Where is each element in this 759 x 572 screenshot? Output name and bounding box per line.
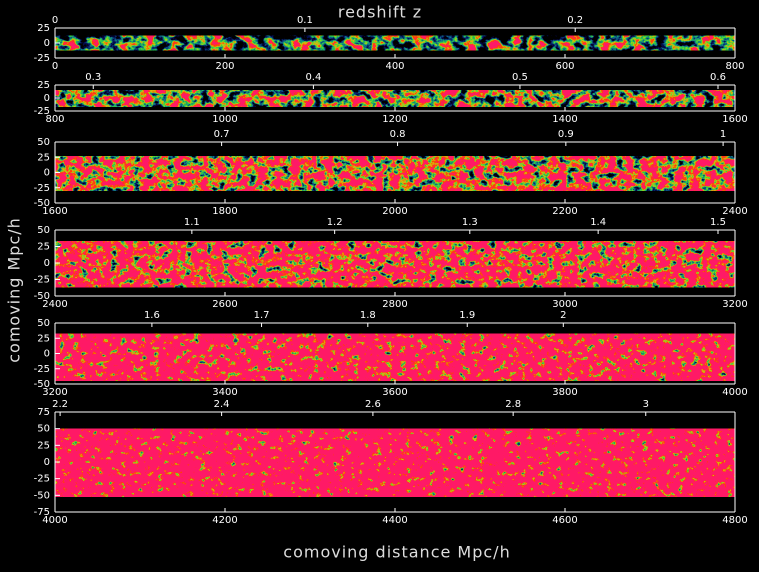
y-tick-label: -25 bbox=[34, 106, 50, 117]
density-field bbox=[55, 90, 735, 107]
y-tick-label: 75 bbox=[37, 407, 50, 418]
x-axis-title: comoving distance Mpc/h bbox=[283, 543, 510, 562]
redshift-tick-label: 1.6 bbox=[144, 310, 160, 321]
x-tick-label: 2200 bbox=[552, 206, 577, 217]
x-tick-label: 200 bbox=[215, 61, 234, 72]
y-tick-label: -50 bbox=[34, 291, 50, 302]
redshift-tick-label: 3 bbox=[643, 399, 649, 410]
density-field bbox=[55, 333, 735, 381]
y-tick-label: 25 bbox=[37, 333, 50, 344]
y-tick-label: 0 bbox=[44, 258, 50, 269]
redshift-tick-label: 1.7 bbox=[254, 310, 270, 321]
y-tick-label: 0 bbox=[44, 168, 50, 179]
y-tick-label: -25 bbox=[34, 474, 50, 485]
y-tick-label: -25 bbox=[34, 364, 50, 375]
x-tick-label: 4000 bbox=[42, 515, 67, 526]
x-tick-label: 1800 bbox=[212, 206, 237, 217]
x-tick-label: 2400 bbox=[42, 299, 67, 310]
redshift-tick-label: 1.3 bbox=[462, 217, 478, 228]
redshift-tick-label: 0.7 bbox=[214, 129, 230, 140]
redshift-tick-label: 1.1 bbox=[184, 217, 200, 228]
x-tick-label: 3800 bbox=[552, 387, 577, 398]
density-field bbox=[55, 156, 735, 191]
x-tick-label: 2800 bbox=[382, 299, 407, 310]
y-tick-label: -50 bbox=[34, 198, 50, 209]
redshift-tick-label: 0.3 bbox=[85, 72, 101, 83]
redshift-tick-label: 1 bbox=[720, 129, 726, 140]
x-tick-label: 800 bbox=[45, 114, 64, 125]
y-tick-label: 0 bbox=[44, 93, 50, 104]
x-tick-label: 3200 bbox=[722, 299, 747, 310]
y-tick-label: 50 bbox=[37, 318, 50, 329]
top-axis-title: redshift z bbox=[338, 3, 422, 22]
y-tick-label: 50 bbox=[37, 137, 50, 148]
x-tick-label: 2600 bbox=[212, 299, 237, 310]
x-tick-label: 1400 bbox=[552, 114, 577, 125]
redshift-tick-label: 2.6 bbox=[365, 399, 381, 410]
x-tick-label: 4600 bbox=[552, 515, 577, 526]
x-tick-label: 4800 bbox=[722, 515, 747, 526]
redshift-tick-label: 0.5 bbox=[512, 72, 528, 83]
density-field bbox=[55, 241, 735, 288]
y-tick-label: 25 bbox=[37, 440, 50, 451]
redshift-tick-label: 2 bbox=[560, 310, 566, 321]
y-tick-label: -25 bbox=[34, 275, 50, 286]
y-tick-label: 25 bbox=[37, 152, 50, 163]
redshift-tick-label: 0.9 bbox=[558, 129, 574, 140]
y-tick-label: 50 bbox=[37, 225, 50, 236]
x-tick-label: 1600 bbox=[42, 206, 67, 217]
redshift-tick-label: 0.2 bbox=[567, 15, 583, 26]
redshift-tick-label: 1.8 bbox=[360, 310, 376, 321]
y-tick-label: 0 bbox=[44, 457, 50, 468]
y-tick-label: 25 bbox=[37, 23, 50, 34]
y-tick-label: 0 bbox=[44, 349, 50, 360]
redshift-tick-label: 0.8 bbox=[390, 129, 406, 140]
x-tick-label: 3600 bbox=[382, 387, 407, 398]
x-tick-label: 0 bbox=[52, 61, 58, 72]
redshift-tick-label: 0.6 bbox=[710, 72, 726, 83]
x-tick-label: 3000 bbox=[552, 299, 577, 310]
y-tick-label: -25 bbox=[34, 183, 50, 194]
redshift-tick-label: 1.5 bbox=[710, 217, 726, 228]
x-tick-label: 1000 bbox=[212, 114, 237, 125]
redshift-tick-label: 0 bbox=[52, 15, 58, 26]
redshift-tick-label: 2.2 bbox=[52, 399, 68, 410]
x-tick-label: 4200 bbox=[212, 515, 237, 526]
x-tick-label: 1200 bbox=[382, 114, 407, 125]
x-tick-label: 3200 bbox=[42, 387, 67, 398]
y-tick-label: -75 bbox=[34, 507, 50, 518]
y-tick-label: -25 bbox=[34, 53, 50, 64]
redshift-tick-label: 0.1 bbox=[297, 15, 313, 26]
density-field bbox=[55, 428, 735, 497]
x-tick-label: 800 bbox=[725, 61, 744, 72]
x-tick-label: 2000 bbox=[382, 206, 407, 217]
x-tick-label: 600 bbox=[555, 61, 574, 72]
x-tick-label: 4400 bbox=[382, 515, 407, 526]
x-tick-label: 3400 bbox=[212, 387, 237, 398]
y-tick-label: 25 bbox=[37, 80, 50, 91]
y-tick-label: -50 bbox=[34, 379, 50, 390]
redshift-tick-label: 2.4 bbox=[214, 399, 230, 410]
y-tick-label: -50 bbox=[34, 490, 50, 501]
y-axis-title: comoving Mpc/h bbox=[5, 217, 24, 363]
redshift-tick-label: 1.4 bbox=[590, 217, 606, 228]
y-tick-label: 50 bbox=[37, 424, 50, 435]
redshift-tick-label: 1.2 bbox=[327, 217, 343, 228]
y-tick-label: 25 bbox=[37, 242, 50, 253]
redshift-tick-label: 1.9 bbox=[459, 310, 475, 321]
x-tick-label: 1600 bbox=[722, 114, 747, 125]
x-tick-label: 2400 bbox=[722, 206, 747, 217]
x-tick-label: 400 bbox=[385, 61, 404, 72]
redshift-tick-label: 0.4 bbox=[305, 72, 321, 83]
y-tick-label: 0 bbox=[44, 38, 50, 49]
x-tick-label: 4000 bbox=[722, 387, 747, 398]
density-field bbox=[55, 35, 735, 51]
redshift-tick-label: 2.8 bbox=[505, 399, 521, 410]
